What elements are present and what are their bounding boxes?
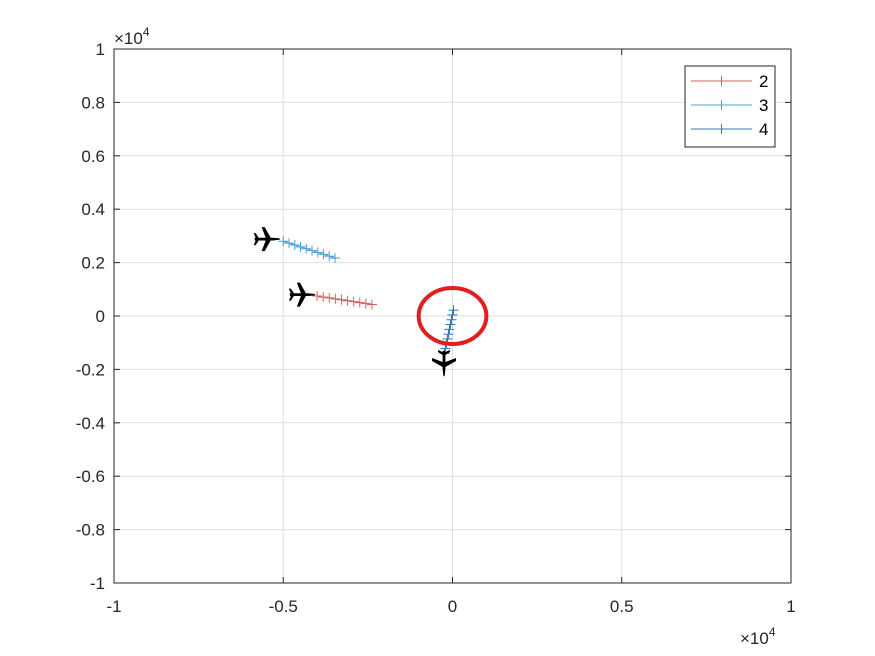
data-point <box>447 309 458 320</box>
data-point <box>324 292 335 303</box>
y-tick-label: -0.6 <box>76 467 105 486</box>
y-tick-label: 0.4 <box>81 200 105 219</box>
data-point <box>342 295 353 306</box>
data-point <box>354 297 365 308</box>
data-point <box>312 247 323 258</box>
data-point <box>289 239 300 250</box>
x-tick-label: -1 <box>106 597 121 616</box>
airplane-icon <box>253 227 281 252</box>
data-point <box>330 293 341 304</box>
legend-entry-3: 3 <box>691 96 768 115</box>
highlight-ellipse <box>416 285 489 347</box>
y-tick-label: 0.2 <box>81 254 105 273</box>
data-point <box>295 241 306 252</box>
series-2 <box>312 290 377 310</box>
x-tick-label: 1 <box>786 597 795 616</box>
data-point <box>324 251 335 262</box>
legend-label: 2 <box>759 72 768 91</box>
legend-entry-4: 4 <box>691 120 768 139</box>
y-tick-label: -1 <box>90 574 105 593</box>
y-tick-label: 1 <box>96 40 105 59</box>
data-point <box>366 299 377 310</box>
airplane-icon <box>288 282 316 307</box>
data-point <box>336 294 347 305</box>
tick-layer: -1 -0.5 0 0.5 1 -1 -0.8 -0.6 -0.4 -0.2 0 0.2 0.4 0.6 0… <box>76 40 796 616</box>
series-3 <box>278 236 341 264</box>
y-multiplier: ×104 <box>114 25 150 48</box>
data-point <box>360 298 371 309</box>
y-tick-label: 0 <box>96 307 105 326</box>
data-point <box>278 236 289 247</box>
data-point <box>446 314 457 325</box>
data-point <box>445 319 456 330</box>
data-point <box>348 296 359 307</box>
data-point <box>301 243 312 254</box>
data-point <box>448 305 459 316</box>
data-point <box>284 238 295 249</box>
plane-layer <box>253 227 457 377</box>
data-point <box>312 290 323 301</box>
y-tick-label: -0.8 <box>76 521 105 540</box>
annotation-layer <box>416 285 489 347</box>
series-line <box>283 240 336 259</box>
legend-entry-2: 2 <box>691 72 768 91</box>
y-tick-label: 0.8 <box>81 93 105 112</box>
x-tick-label: -0.5 <box>269 597 298 616</box>
x-multiplier: ×104 <box>740 625 776 648</box>
y-tick-label: -0.4 <box>76 414 105 433</box>
legend-box <box>684 65 776 148</box>
series-layer <box>278 236 459 359</box>
data-point <box>318 249 329 260</box>
y-tick-label: 0.6 <box>81 147 105 166</box>
data-point <box>443 329 454 340</box>
legend-label: 3 <box>759 96 768 115</box>
data-point <box>444 324 455 335</box>
x-tick-label: 0.5 <box>610 597 634 616</box>
y-tick-label: -0.2 <box>76 360 105 379</box>
airplane-icon <box>432 350 457 377</box>
legend-label: 4 <box>759 120 768 139</box>
data-point <box>307 245 318 256</box>
legend: 2 3 4 <box>684 65 776 148</box>
data-point <box>330 253 341 264</box>
data-point <box>318 292 329 303</box>
x-tick-label: 0 <box>448 597 457 616</box>
series-line <box>443 310 455 354</box>
